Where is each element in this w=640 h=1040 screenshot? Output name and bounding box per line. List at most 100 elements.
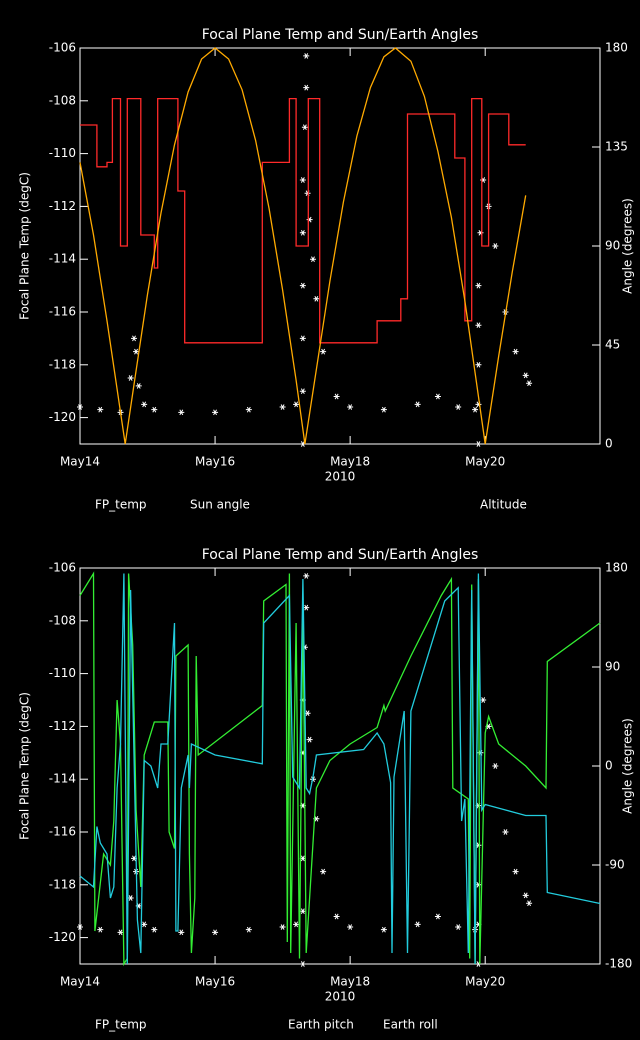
plot-frame (79, 567, 601, 965)
y-tick-label: -116 (49, 305, 76, 319)
data-point (306, 736, 313, 743)
data-point (293, 401, 300, 408)
data-point (475, 282, 482, 289)
data-point (151, 926, 158, 933)
data-point (299, 908, 306, 915)
data-point (151, 406, 158, 413)
data-point (299, 229, 306, 236)
data-point (127, 375, 134, 381)
data-point (455, 404, 462, 410)
y2-tick-label: 0 (605, 759, 613, 773)
data-point (212, 929, 219, 936)
series-line (80, 97, 526, 344)
y2-tick-label: 45 (605, 338, 620, 352)
data-point (502, 829, 509, 835)
y-axis-label: Focal Plane Temp (degC) (18, 692, 32, 840)
series-line (79, 571, 601, 967)
x-tick-label: May18 (330, 455, 370, 469)
data-point (77, 924, 83, 930)
legend-label: Earth roll (383, 1018, 438, 1032)
data-point (299, 961, 306, 967)
y2-tick-label: 180 (605, 561, 628, 575)
data-point (380, 406, 387, 413)
y-tick-label: -110 (49, 146, 76, 160)
data-point (472, 406, 479, 413)
series-line (79, 573, 601, 965)
data-point (475, 322, 482, 329)
y2-tick-label: 0 (605, 437, 613, 451)
data-point (434, 913, 441, 920)
data-point (512, 868, 519, 875)
y-tick-label: -120 (49, 410, 76, 424)
y2-tick-label: 90 (605, 660, 620, 674)
chart-title: Focal Plane Temp and Sun/Earth Angles (202, 27, 479, 43)
x-axis-label: 2010 (325, 470, 356, 484)
y2-tick-label: 135 (605, 140, 628, 154)
data-point (299, 388, 306, 395)
data-point (475, 441, 482, 447)
data-point (414, 921, 421, 928)
data-point (333, 913, 340, 920)
data-point (212, 409, 219, 416)
data-point (512, 348, 519, 355)
data-point (492, 243, 499, 249)
y2-axis-label: Angle (degrees) (621, 718, 635, 814)
y-tick-label: -110 (49, 666, 76, 680)
data-point (178, 929, 185, 936)
data-point (492, 763, 499, 769)
data-point (178, 409, 185, 416)
data-point (303, 604, 310, 611)
y2-axis-label: Angle (degrees) (621, 198, 635, 294)
data-point (313, 295, 320, 302)
data-point (279, 924, 286, 930)
data-point (245, 926, 252, 933)
data-point (97, 926, 104, 933)
legend-label: Earth pitch (288, 1018, 354, 1032)
data-point (135, 383, 142, 389)
series-line (79, 47, 527, 445)
y-tick-label: -114 (49, 772, 76, 786)
data-point (414, 401, 421, 408)
x-axis-label: 2010 (325, 990, 356, 1004)
y2-tick-label: 180 (605, 41, 628, 55)
data-point (526, 380, 533, 387)
y-axis-label: Focal Plane Temp (degC) (18, 172, 32, 320)
data-point (522, 372, 529, 379)
data-point (303, 573, 310, 579)
data-point (475, 961, 482, 967)
y-tick-label: -112 (49, 199, 76, 213)
data-point (526, 900, 533, 907)
data-point (333, 393, 340, 400)
data-point (117, 929, 124, 936)
y-tick-label: -108 (49, 93, 76, 107)
data-point (380, 926, 387, 933)
data-point (301, 124, 308, 131)
data-point (522, 892, 529, 899)
y-tick-label: -116 (49, 825, 76, 839)
y-tick-label: -106 (49, 41, 76, 55)
y-tick-label: -114 (49, 252, 76, 266)
y-tick-label: -118 (49, 877, 76, 891)
data-point (293, 921, 300, 928)
data-point (141, 401, 148, 408)
x-tick-label: May14 (60, 455, 100, 469)
data-point (347, 924, 354, 930)
data-point (309, 256, 316, 263)
y-tick-label: -118 (49, 357, 76, 371)
data-point (477, 229, 484, 236)
y-tick-label: -112 (49, 719, 76, 733)
data-point (299, 335, 306, 342)
data-point (131, 335, 138, 342)
data-point (347, 404, 354, 410)
data-point (127, 895, 134, 901)
data-point (133, 348, 140, 355)
x-tick-label: May16 (195, 455, 235, 469)
data-point (77, 404, 83, 410)
y2-tick-label: 90 (605, 239, 620, 253)
legend-label: Altitude (480, 498, 527, 512)
y-tick-label: -120 (49, 930, 76, 944)
chart-title: Focal Plane Temp and Sun/Earth Angles (202, 547, 479, 563)
data-point (141, 921, 148, 928)
